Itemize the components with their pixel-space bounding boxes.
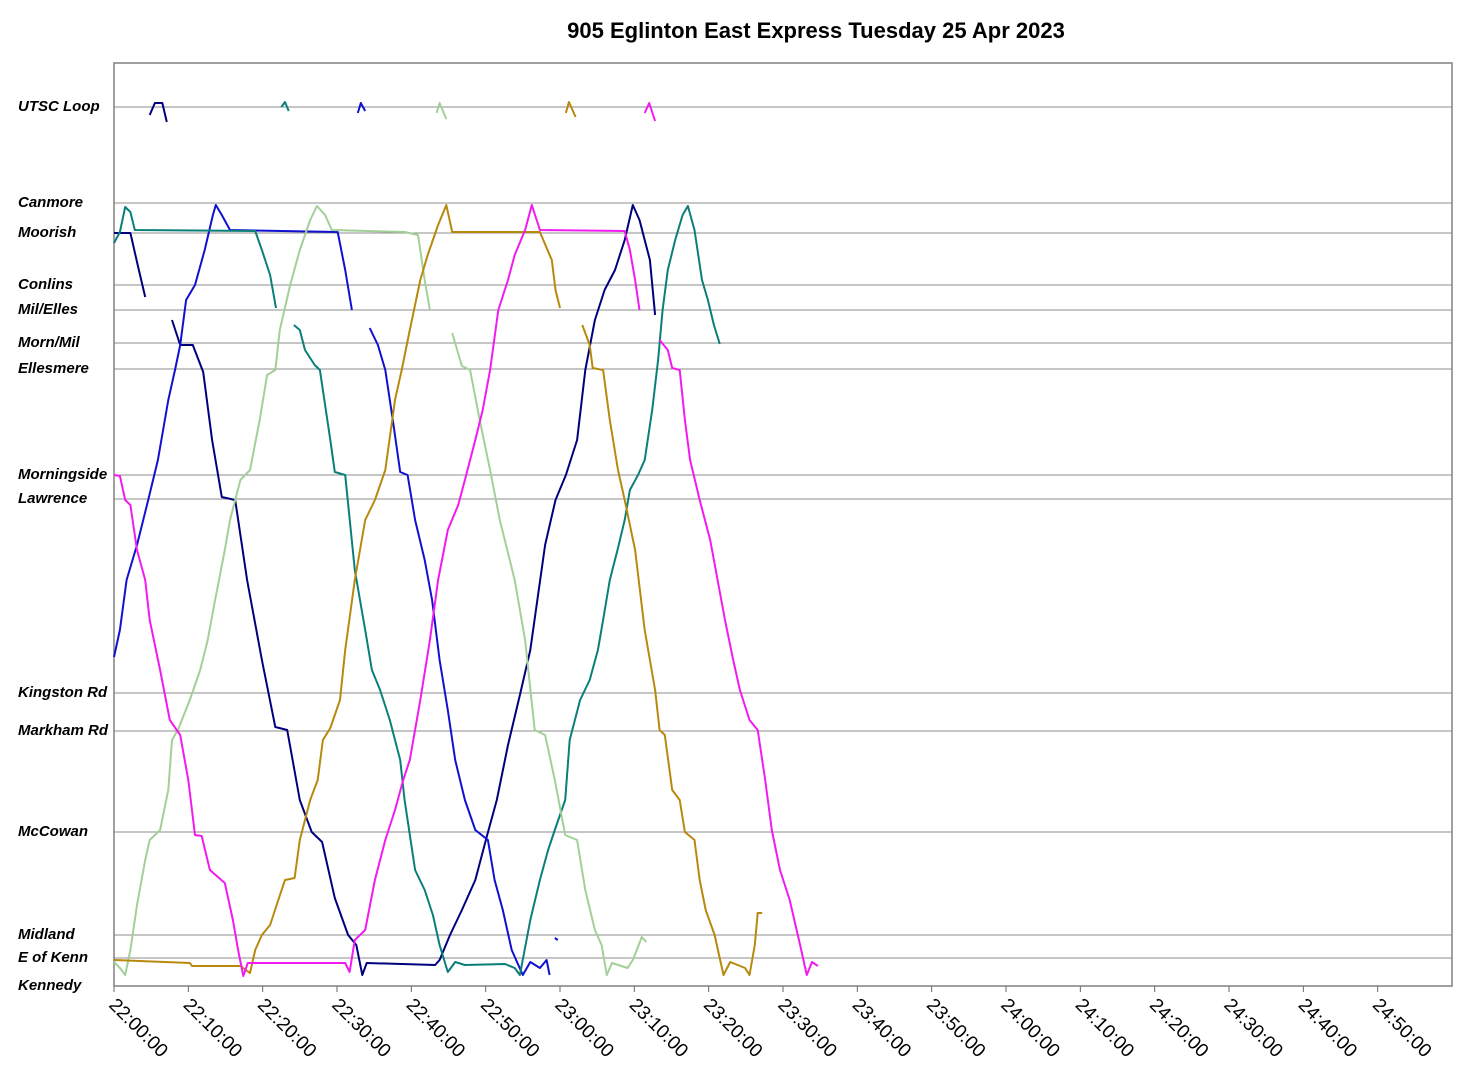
trip-line — [113, 102, 559, 976]
trip-line — [114, 102, 657, 976]
y-tick-label: Lawrence — [18, 490, 87, 507]
trip-line — [113, 102, 819, 977]
y-tick-label: Mil/Elles — [18, 301, 78, 318]
y-tick-label: McCowan — [18, 823, 88, 840]
y-tick-label: Conlins — [18, 276, 73, 293]
trip-line — [113, 101, 721, 976]
y-tick-label: Markham Rd — [18, 722, 109, 739]
y-tick-label: Kennedy — [18, 977, 82, 994]
y-tick-label: Morn/Mil — [18, 334, 80, 351]
trip-line — [113, 101, 763, 976]
y-tick-label: Morningside — [18, 466, 107, 483]
y-tick-label: Moorish — [18, 224, 76, 241]
y-tick-label: E of Kenn — [18, 949, 88, 966]
y-tick-label: UTSC Loop — [18, 98, 100, 115]
y-tick-label: Kingston Rd — [18, 684, 108, 701]
plot-frame — [113, 62, 1453, 987]
chart-title: 905 Eglinton East Express Tuesday 25 Apr… — [567, 18, 1065, 43]
y-tick-label: Midland — [18, 926, 75, 943]
y-tick-label: Ellesmere — [18, 360, 89, 377]
trip-line — [113, 102, 647, 976]
y-tick-label: Canmore — [18, 194, 83, 211]
